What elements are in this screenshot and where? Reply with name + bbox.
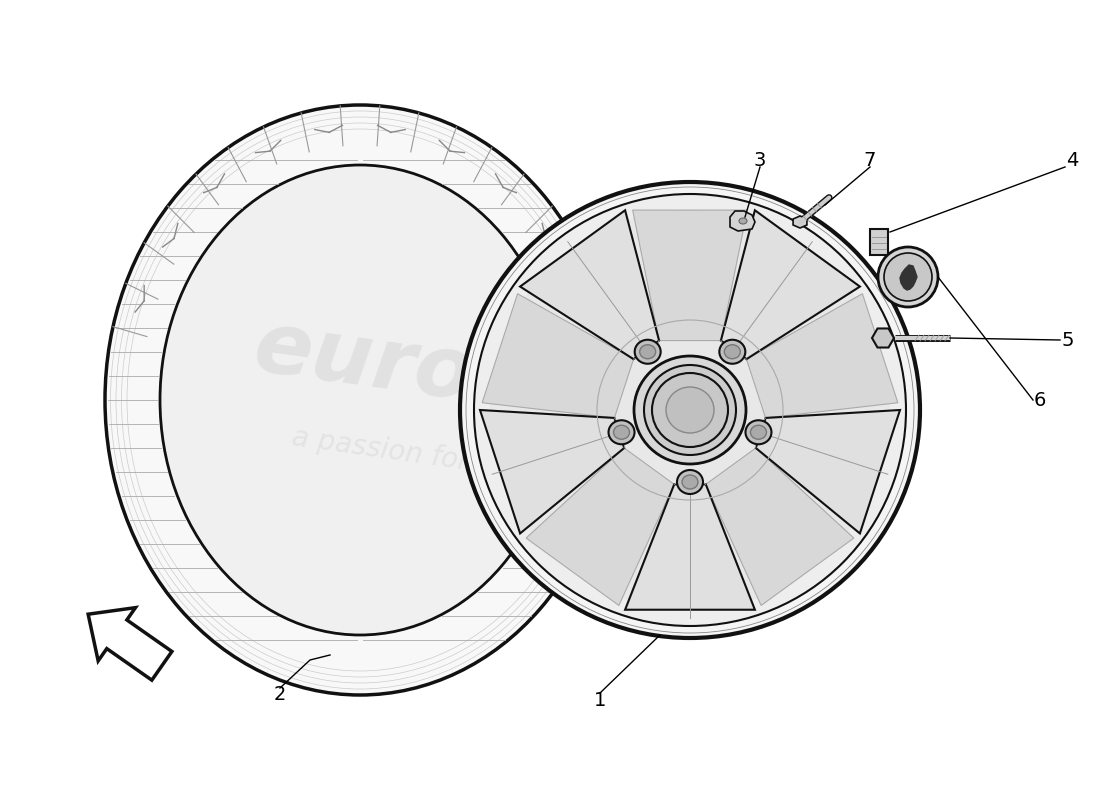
Polygon shape bbox=[756, 410, 900, 534]
Text: 3: 3 bbox=[754, 150, 767, 170]
Ellipse shape bbox=[878, 247, 938, 307]
Ellipse shape bbox=[474, 194, 906, 626]
Polygon shape bbox=[482, 294, 634, 418]
Ellipse shape bbox=[490, 210, 890, 610]
Text: 2: 2 bbox=[274, 686, 286, 705]
Ellipse shape bbox=[719, 340, 746, 364]
Polygon shape bbox=[793, 216, 807, 228]
Ellipse shape bbox=[739, 218, 747, 224]
Text: onlin: onlin bbox=[538, 490, 642, 540]
Ellipse shape bbox=[644, 365, 736, 455]
Polygon shape bbox=[526, 448, 674, 606]
Ellipse shape bbox=[750, 426, 767, 439]
Polygon shape bbox=[480, 410, 624, 534]
Ellipse shape bbox=[460, 182, 920, 638]
Ellipse shape bbox=[614, 426, 629, 439]
Text: 7: 7 bbox=[864, 150, 877, 170]
Ellipse shape bbox=[104, 105, 615, 695]
Text: 5: 5 bbox=[1062, 330, 1075, 350]
Ellipse shape bbox=[666, 387, 714, 433]
Polygon shape bbox=[520, 210, 659, 359]
Text: 6: 6 bbox=[1034, 390, 1046, 410]
Polygon shape bbox=[900, 265, 917, 290]
Ellipse shape bbox=[682, 475, 698, 489]
Polygon shape bbox=[625, 484, 755, 610]
Ellipse shape bbox=[884, 253, 932, 301]
Ellipse shape bbox=[635, 340, 661, 364]
Text: 1: 1 bbox=[594, 690, 606, 710]
Ellipse shape bbox=[724, 345, 740, 358]
Polygon shape bbox=[730, 211, 755, 231]
Polygon shape bbox=[747, 294, 898, 418]
Text: europarts: europarts bbox=[249, 306, 732, 454]
Polygon shape bbox=[88, 608, 172, 680]
Polygon shape bbox=[872, 329, 894, 347]
Polygon shape bbox=[720, 210, 860, 359]
Polygon shape bbox=[632, 210, 747, 341]
Polygon shape bbox=[870, 229, 888, 255]
Ellipse shape bbox=[676, 470, 703, 494]
Ellipse shape bbox=[640, 345, 656, 358]
Text: a passion for parts: a passion for parts bbox=[289, 423, 550, 487]
Text: 885: 885 bbox=[614, 515, 686, 555]
Ellipse shape bbox=[634, 356, 746, 464]
Polygon shape bbox=[706, 448, 854, 606]
Ellipse shape bbox=[746, 420, 771, 444]
Ellipse shape bbox=[160, 165, 560, 635]
Ellipse shape bbox=[608, 420, 635, 444]
Text: 4: 4 bbox=[1066, 150, 1078, 170]
Ellipse shape bbox=[652, 373, 728, 447]
